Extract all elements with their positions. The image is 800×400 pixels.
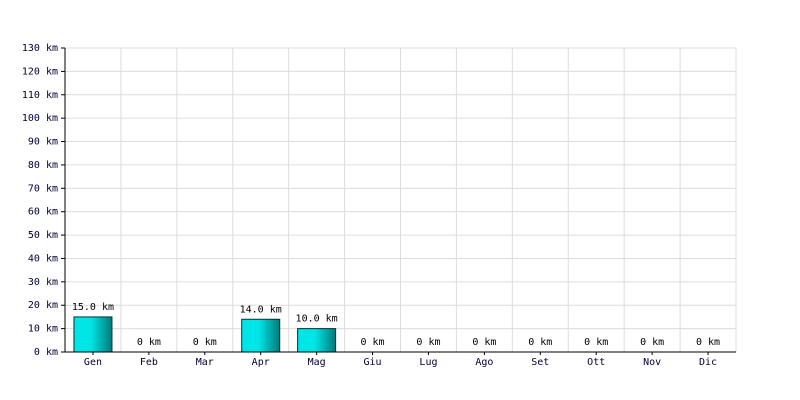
y-tick-label: 100 km (22, 113, 58, 124)
y-tick-label: 70 km (28, 183, 58, 194)
x-tick-label: Set (531, 357, 549, 368)
y-tick-label: 120 km (22, 66, 58, 77)
x-tick-label: Mag (308, 357, 326, 368)
x-tick-label: Apr (252, 357, 270, 368)
y-tick-label: 20 km (28, 300, 58, 311)
y-tick-label: 60 km (28, 207, 58, 218)
value-label: 0 km (137, 337, 161, 348)
value-label: 0 km (416, 337, 440, 348)
x-tick-label: Giu (364, 357, 382, 368)
value-label: 0 km (193, 337, 217, 348)
bar (241, 318, 281, 353)
y-tick-label: 0 km (34, 347, 58, 358)
value-label: 10.0 km (296, 314, 338, 325)
x-tick-label: Dic (699, 357, 717, 368)
bar (73, 316, 113, 353)
y-tick-label: 90 km (28, 137, 58, 148)
y-tick-label: 130 km (22, 43, 58, 54)
value-label: 14.0 km (240, 304, 282, 315)
value-label: 0 km (472, 337, 496, 348)
x-tick-label: Nov (643, 357, 661, 368)
x-tick-label: Gen (84, 357, 102, 368)
y-tick-label: 10 km (28, 324, 58, 335)
x-tick-label: Mar (196, 357, 214, 368)
y-tick-label: 30 km (28, 277, 58, 288)
value-label: 15.0 km (72, 302, 114, 313)
x-tick-label: Ott (587, 357, 605, 368)
value-label: 0 km (696, 337, 720, 348)
value-label: 0 km (360, 337, 384, 348)
value-label: 0 km (640, 337, 664, 348)
x-tick-label: Ago (475, 357, 493, 368)
value-label: 0 km (528, 337, 552, 348)
y-tick-label: 40 km (28, 253, 58, 264)
bar (297, 328, 337, 353)
y-tick-label: 110 km (22, 90, 58, 101)
value-label: 0 km (584, 337, 608, 348)
x-tick-label: Lug (419, 357, 437, 368)
y-tick-label: 80 km (28, 160, 58, 171)
x-tick-label: Feb (140, 357, 158, 368)
y-tick-label: 50 km (28, 230, 58, 241)
